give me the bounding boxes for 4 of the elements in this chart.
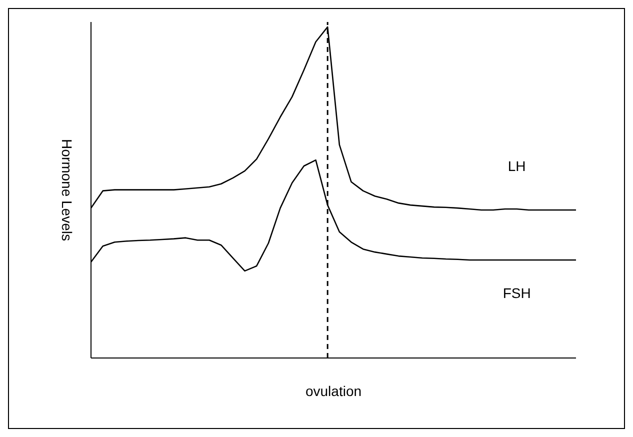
series-label: FSH	[502, 285, 531, 302]
x-axis-title: ovulation	[305, 383, 362, 399]
text: LH	[508, 158, 526, 174]
y-axis-title: Hormone Levels	[59, 139, 76, 241]
